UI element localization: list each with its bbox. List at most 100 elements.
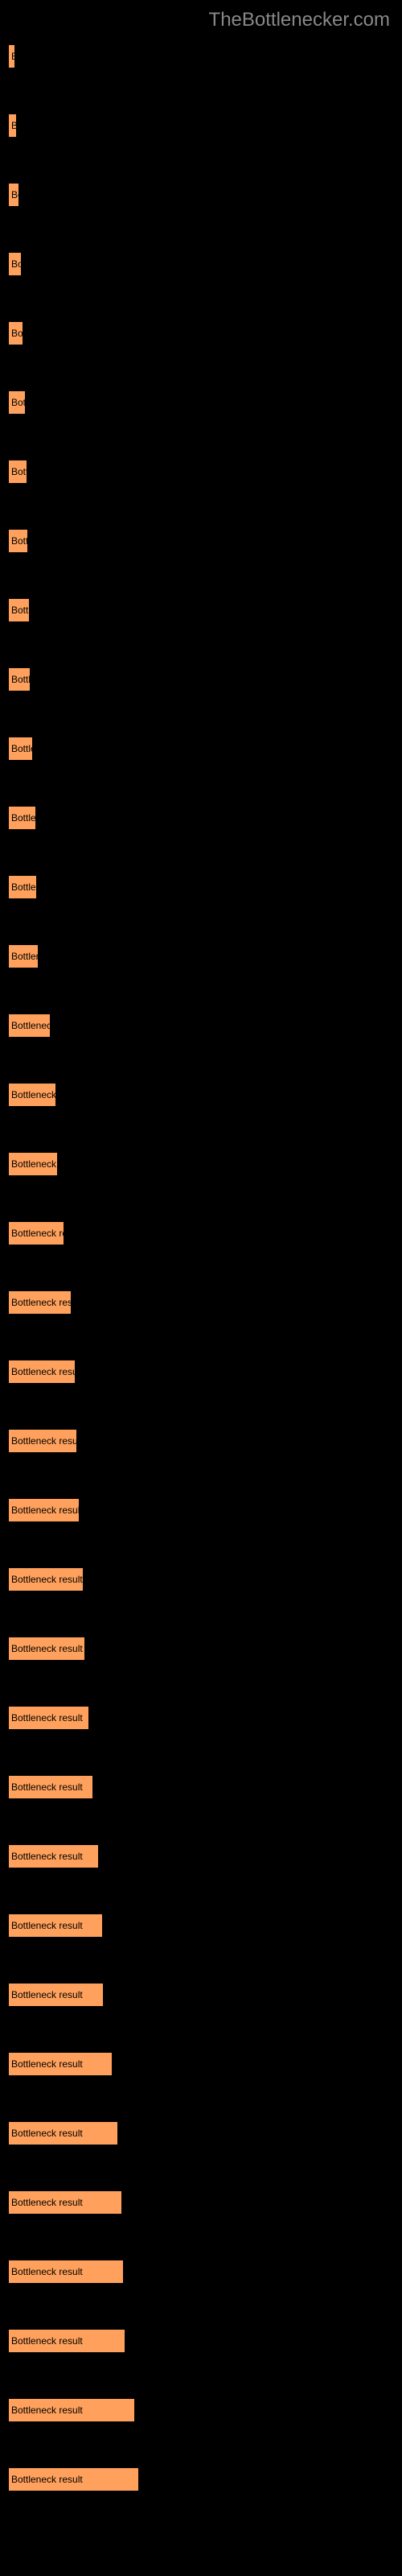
bar-row: Bottleneck result bbox=[8, 2329, 394, 2353]
chart-bar: Bottleneck result bbox=[8, 529, 28, 553]
bar-wrapper: Bottleneck result bbox=[8, 1844, 394, 1868]
bar-label-text: Bottleneck result bbox=[11, 605, 29, 616]
bar-wrapper: Bottleneck result bbox=[8, 44, 394, 68]
bar-wrapper: Bottleneck result bbox=[8, 598, 394, 622]
chart-bar: Bottleneck result bbox=[8, 183, 19, 207]
bar-wrapper: Bottleneck result bbox=[8, 1706, 394, 1730]
header: TheBottlenecker.com bbox=[4, 4, 398, 36]
bar-row: Bottleneck result bbox=[8, 321, 394, 345]
chart-bar: Bottleneck result bbox=[8, 1775, 93, 1799]
chart-bar: Bottleneck result bbox=[8, 2398, 135, 2422]
bar-row: Bottleneck result bbox=[8, 2190, 394, 2215]
bar-label-text: Bottleneck result bbox=[11, 1228, 64, 1239]
chart-bar: Bottleneck result bbox=[8, 806, 36, 830]
chart-bar: Bottleneck result bbox=[8, 1706, 89, 1730]
bar-row: Bottleneck result bbox=[8, 2260, 394, 2284]
bar-wrapper: Bottleneck result bbox=[8, 529, 394, 553]
bar-label-text: Bottleneck result bbox=[11, 2058, 83, 2070]
bar-wrapper: Bottleneck result bbox=[8, 806, 394, 830]
bar-label-text: Bottleneck result bbox=[11, 189, 18, 200]
bar-row: Bottleneck result bbox=[8, 1083, 394, 1107]
bar-row: Bottleneck result bbox=[8, 806, 394, 830]
bar-label-text: Bottleneck result bbox=[11, 1851, 83, 1862]
bar-wrapper: Bottleneck result bbox=[8, 737, 394, 761]
bar-row: Bottleneck result bbox=[8, 1152, 394, 1176]
bar-wrapper: Bottleneck result bbox=[8, 2260, 394, 2284]
bar-label-text: Bottleneck result bbox=[11, 1366, 75, 1377]
bar-label-text: Bottleneck result bbox=[11, 1781, 83, 1793]
bar-label-text: Bottleneck result bbox=[11, 2197, 83, 2208]
bar-row: Bottleneck result bbox=[8, 598, 394, 622]
chart-bar: Bottleneck result bbox=[8, 2260, 124, 2284]
bar-label-text: Bottleneck result bbox=[11, 1920, 83, 1931]
bar-row: Bottleneck result bbox=[8, 529, 394, 553]
bar-label-text: Bottleneck result bbox=[11, 1712, 83, 1724]
bar-label-text: Bottleneck result bbox=[11, 2405, 83, 2416]
bar-row: Bottleneck result bbox=[8, 390, 394, 415]
bar-label-text: Bottleneck result bbox=[11, 1089, 55, 1100]
chart-bar: Bottleneck result bbox=[8, 321, 23, 345]
bar-label-text: Bottleneck result bbox=[11, 743, 32, 754]
bar-wrapper: Bottleneck result bbox=[8, 1290, 394, 1315]
chart-bar: Bottleneck result bbox=[8, 1290, 72, 1315]
chart-bar: Bottleneck result bbox=[8, 1360, 76, 1384]
chart-bar: Bottleneck result bbox=[8, 1083, 56, 1107]
bar-row: Bottleneck result bbox=[8, 183, 394, 207]
bar-label-text: Bottleneck result bbox=[11, 951, 38, 962]
bar-wrapper: Bottleneck result bbox=[8, 460, 394, 484]
bar-label-text: Bottleneck result bbox=[11, 1297, 71, 1308]
bar-row: Bottleneck result bbox=[8, 944, 394, 968]
bar-wrapper: Bottleneck result bbox=[8, 1221, 394, 1245]
bar-row: Bottleneck result bbox=[8, 667, 394, 691]
bar-row: Bottleneck result bbox=[8, 1567, 394, 1591]
bar-row: Bottleneck result bbox=[8, 1844, 394, 1868]
bar-wrapper: Bottleneck result bbox=[8, 1637, 394, 1661]
bar-row: Bottleneck result bbox=[8, 1983, 394, 2007]
bar-label-text: Bottleneck result bbox=[11, 328, 23, 339]
bar-label-text: Bottleneck result bbox=[11, 466, 27, 477]
bar-wrapper: Bottleneck result bbox=[8, 667, 394, 691]
bar-row: Bottleneck result bbox=[8, 1637, 394, 1661]
bar-row: Bottleneck result bbox=[8, 1775, 394, 1799]
bar-label-text: Bottleneck result bbox=[11, 1435, 76, 1447]
chart-bar: Bottleneck result bbox=[8, 1498, 80, 1522]
bar-label-text: Bottleneck result bbox=[11, 1643, 83, 1654]
chart-bar: Bottleneck result bbox=[8, 460, 27, 484]
bar-row: Bottleneck result bbox=[8, 460, 394, 484]
bar-wrapper: Bottleneck result bbox=[8, 944, 394, 968]
bar-row: Bottleneck result bbox=[8, 1706, 394, 1730]
bar-wrapper: Bottleneck result bbox=[8, 1913, 394, 1938]
bar-label-text: Bottleneck result bbox=[11, 1989, 83, 2000]
bar-row: Bottleneck result bbox=[8, 2467, 394, 2491]
chart-bar: Bottleneck result bbox=[8, 390, 26, 415]
bar-label-text: Bottleneck result bbox=[11, 1505, 79, 1516]
bar-row: Bottleneck result bbox=[8, 2121, 394, 2145]
bar-label-text: Bottleneck result bbox=[11, 1574, 83, 1585]
bar-row: Bottleneck result bbox=[8, 44, 394, 68]
chart-bar: Bottleneck result bbox=[8, 114, 17, 138]
bar-label-text: Bottleneck result bbox=[11, 1158, 57, 1170]
chart-bar: Bottleneck result bbox=[8, 598, 30, 622]
bar-row: Bottleneck result bbox=[8, 1360, 394, 1384]
chart-bar: Bottleneck result bbox=[8, 1913, 103, 1938]
bar-wrapper: Bottleneck result bbox=[8, 2467, 394, 2491]
chart-bar: Bottleneck result bbox=[8, 2467, 139, 2491]
bar-label-text: Bottleneck result bbox=[11, 2335, 83, 2347]
chart-bar: Bottleneck result bbox=[8, 252, 22, 276]
chart-bar: Bottleneck result bbox=[8, 1429, 77, 1453]
chart-bar: Bottleneck result bbox=[8, 44, 15, 68]
chart-bar: Bottleneck result bbox=[8, 1152, 58, 1176]
bar-label-text: Bottleneck result bbox=[11, 674, 30, 685]
bar-wrapper: Bottleneck result bbox=[8, 1983, 394, 2007]
bar-row: Bottleneck result bbox=[8, 1290, 394, 1315]
bar-wrapper: Bottleneck result bbox=[8, 1498, 394, 1522]
bar-row: Bottleneck result bbox=[8, 1913, 394, 1938]
chart-bar: Bottleneck result bbox=[8, 1221, 64, 1245]
bar-wrapper: Bottleneck result bbox=[8, 1013, 394, 1038]
bar-wrapper: Bottleneck result bbox=[8, 2329, 394, 2353]
chart-bar: Bottleneck result bbox=[8, 1844, 99, 1868]
site-title: TheBottlenecker.com bbox=[209, 9, 390, 31]
bar-wrapper: Bottleneck result bbox=[8, 114, 394, 138]
chart-bar: Bottleneck result bbox=[8, 2052, 113, 2076]
chart-bar: Bottleneck result bbox=[8, 944, 39, 968]
